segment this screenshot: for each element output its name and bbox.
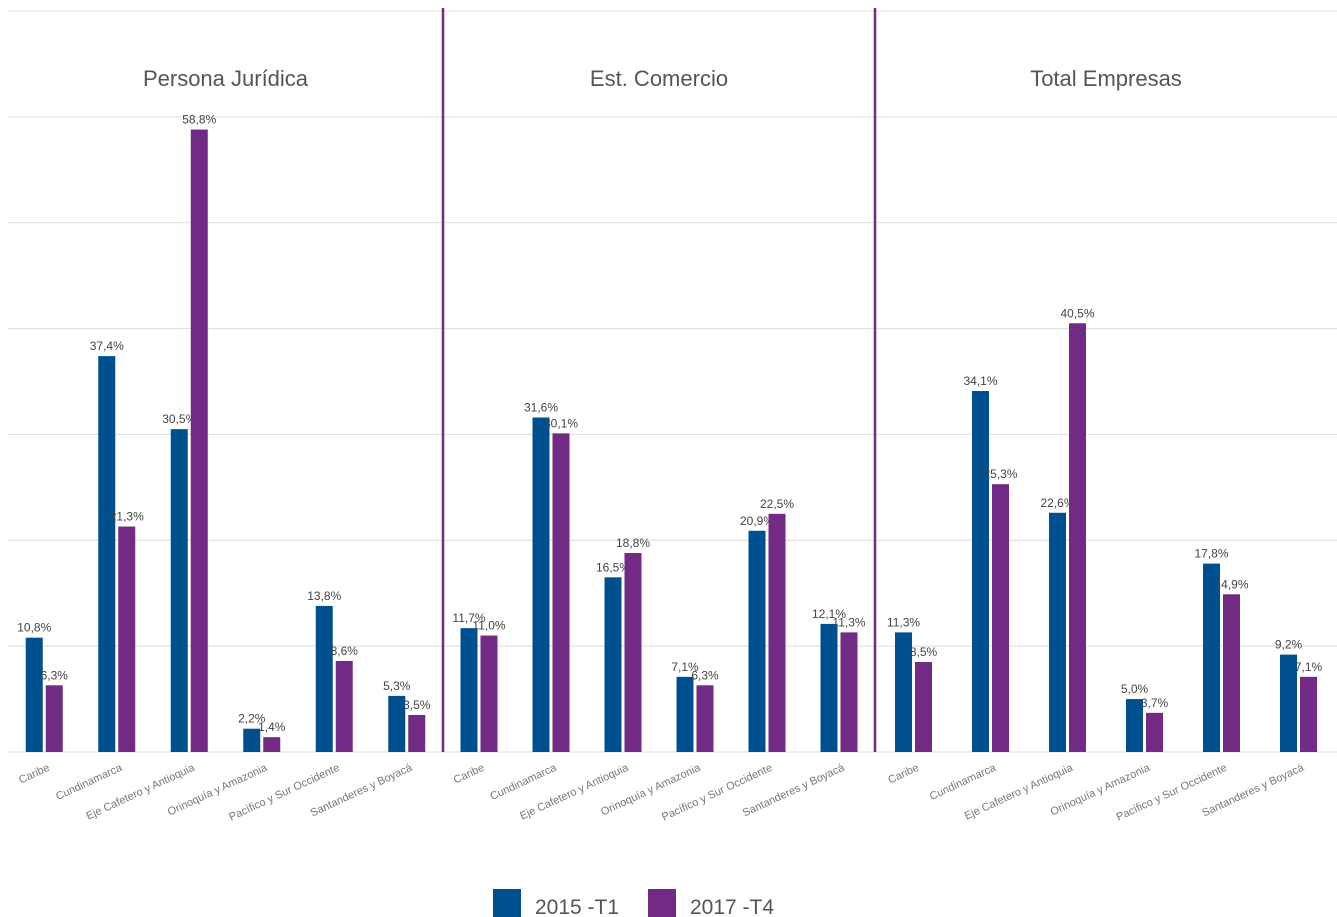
data-label: 9,2% [1275, 638, 1303, 652]
bar [243, 728, 261, 752]
bar [460, 628, 478, 752]
bar [1146, 712, 1163, 752]
data-label: 30,5% [162, 412, 196, 426]
bar [840, 632, 858, 752]
data-label: 7,1% [1295, 660, 1323, 674]
bar [335, 660, 353, 752]
bar [170, 429, 188, 752]
data-label: 40,5% [1060, 306, 1094, 320]
legend-label: 2015 -T1 [535, 896, 619, 917]
legend-swatch [648, 889, 676, 917]
legend-label: 2017 -T4 [690, 896, 774, 917]
data-label: 11,3% [887, 615, 920, 629]
bar [480, 635, 498, 752]
bar [98, 356, 116, 752]
bar [604, 577, 622, 752]
bar [992, 484, 1009, 752]
bar [552, 433, 570, 752]
data-label: 6,3% [691, 668, 719, 682]
data-label: 8,6% [331, 644, 359, 658]
data-label: 25,3% [983, 467, 1017, 481]
bar [532, 417, 550, 752]
x-tick-label: Cundinamarca [928, 761, 999, 802]
data-label: 18,8% [616, 536, 650, 550]
data-label: 5,0% [1121, 682, 1149, 696]
data-label: 22,6% [1040, 496, 1074, 510]
bar [118, 526, 136, 752]
data-label: 12,1% [812, 607, 846, 621]
data-label: 1,4% [258, 720, 286, 734]
data-label: 37,4% [90, 339, 124, 353]
legend-swatch [493, 889, 521, 917]
bar [748, 530, 766, 752]
x-tick-label: Cundinamarca [54, 761, 125, 802]
data-label: 11,3% [832, 615, 865, 629]
bar [1069, 323, 1086, 752]
data-label: 58,8% [182, 113, 216, 127]
data-label: 11,7% [452, 611, 485, 625]
bar [25, 637, 43, 752]
bar [696, 685, 714, 752]
bar [624, 552, 642, 752]
data-label: 2,2% [238, 712, 266, 726]
data-label: 34,1% [963, 374, 997, 388]
data-label: 7,1% [671, 660, 699, 674]
bar [895, 632, 912, 752]
data-label: 14,9% [1214, 577, 1248, 591]
bar [263, 737, 281, 752]
bar [315, 605, 333, 752]
data-label: 20,9% [740, 514, 774, 528]
data-label: 22,5% [760, 497, 794, 511]
x-tick-label: Caribe [452, 762, 486, 787]
data-label: 11,0% [472, 619, 505, 633]
x-tick-label: Caribe [886, 762, 920, 787]
bar [820, 623, 838, 752]
bar [1223, 594, 1240, 752]
bar [915, 662, 932, 752]
panel-title: Persona Jurídica [143, 66, 309, 91]
bar [1203, 563, 1220, 752]
data-label: 10,8% [17, 621, 51, 635]
bar [408, 714, 426, 752]
data-label: 3,7% [1141, 696, 1169, 710]
data-label: 6,3% [41, 668, 69, 682]
panel-title: Est. Comercio [590, 66, 728, 91]
x-tick-label: Caribe [17, 762, 51, 787]
data-label: 31,6% [524, 400, 558, 414]
bar [1049, 512, 1066, 752]
bar [388, 695, 406, 752]
bar [190, 129, 208, 752]
bar [676, 676, 694, 752]
bar [1300, 676, 1317, 752]
data-label: 5,3% [383, 679, 411, 693]
data-label: 21,3% [110, 510, 144, 524]
bar [45, 685, 63, 752]
data-label: 3,5% [403, 698, 431, 712]
data-label: 17,8% [1194, 547, 1228, 561]
bar [1126, 699, 1143, 752]
data-label: 13,8% [307, 589, 341, 603]
bar [972, 391, 989, 752]
panel-title: Total Empresas [1030, 66, 1182, 91]
data-label: 16,5% [596, 560, 630, 574]
data-label: 8,5% [910, 645, 938, 659]
bar [1280, 654, 1297, 752]
bar [768, 513, 786, 752]
data-label: 30,1% [544, 416, 578, 430]
